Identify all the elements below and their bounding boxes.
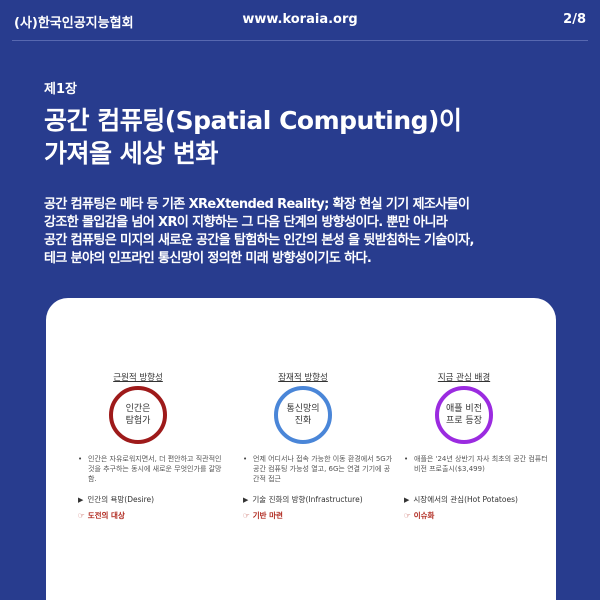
body-line-1: 공간 컴퓨팅은 메타 등 기존 XReXtended Reality; 확장 현… <box>44 197 470 212</box>
pointing-hand-icon: ☞ <box>78 511 85 520</box>
chapter-label: 제1장 <box>44 82 77 97</box>
circle-text-1: 인간은 <box>125 404 151 414</box>
pointing-hand-icon: ☞ <box>404 511 411 520</box>
arrow-text: 인간의 욕망(Desire) <box>87 495 155 504</box>
header-divider <box>12 40 588 41</box>
arrow-label: ▶ 기술 진화의 방향(Infrastructure) <box>243 494 363 505</box>
bullet-text: 인간은 자유로워지면서, 더 편안하고 직관적인 것을 추구하는 동시에 새로운… <box>78 454 228 484</box>
bullet-text: 애플은 '24년 상반기 자사 최초의 공간 컴퓨터 비전 프로출시($3,49… <box>404 454 554 474</box>
circle-badge: 인간은 탐험가 <box>109 386 167 444</box>
result-label: ☞ 도전의 대상 <box>78 510 125 521</box>
body-paragraph: 공간 컴퓨팅은 메타 등 기존 XReXtended Reality; 확장 현… <box>44 196 574 268</box>
body-line-3: 공간 컴퓨팅은 미지의 새로운 공간을 탐험하는 인간의 본성 을 뒷받침하는 … <box>44 233 474 248</box>
result-label: ☞ 이슈화 <box>404 510 434 521</box>
arrow-label: ▶ 시장에서의 관심(Hot Potatoes) <box>404 494 518 505</box>
circle-text-2: 탐험가 <box>125 416 151 426</box>
circle-text-1: 통신망의 <box>286 404 320 414</box>
bullet-text: 언제 어디서나 접속 가능한 이동 환경에서 5G가 공간 컴퓨팅 가능성 열고… <box>243 454 393 484</box>
play-triangle-icon: ▶ <box>404 496 410 504</box>
play-triangle-icon: ▶ <box>78 496 84 504</box>
result-text: 도전의 대상 <box>87 511 125 520</box>
circle-text-2: 진화 <box>294 416 312 426</box>
body-line-4: 테크 분야의 인프라인 통신망이 정의한 미래 방향성이기도 하다. <box>44 251 372 266</box>
play-triangle-icon: ▶ <box>243 496 249 504</box>
body-line-2: 강조한 몰입감을 넘어 XR이 지향하는 그 다음 단계의 방향성이다. 뿐만 … <box>44 215 448 230</box>
diagram-card: 근원적 방향성 인간은 탐험가 인간은 자유로워지면서, 더 편안하고 직관적인… <box>46 298 556 600</box>
circle-badge: 애플 비전 프로 등장 <box>435 386 493 444</box>
header: (사)한국인공지능협회 www.koraia.org 2/8 <box>0 12 600 32</box>
org-name: (사)한국인공지능협회 <box>14 16 134 31</box>
page-indicator: 2/8 <box>563 12 586 27</box>
site-url[interactable]: www.koraia.org <box>242 12 358 27</box>
column-title: 지금 관심 배경 <box>437 373 491 383</box>
page-title: 공간 컴퓨팅(Spatial Computing)이 가져올 세상 변화 <box>44 104 564 170</box>
circle-text-2: 프로 등장 <box>446 416 482 426</box>
circle-text-1: 애플 비전 <box>446 404 482 414</box>
pointing-hand-icon: ☞ <box>243 511 250 520</box>
column-title: 잠재적 방향성 <box>278 373 328 383</box>
arrow-text: 시장에서의 관심(Hot Potatoes) <box>413 495 518 504</box>
title-line-2: 가져올 세상 변화 <box>44 139 218 168</box>
result-text: 이슈화 <box>413 511 435 520</box>
arrow-text: 기술 진화의 방향(Infrastructure) <box>252 495 363 504</box>
circle-badge: 통신망의 진화 <box>274 386 332 444</box>
title-line-1: 공간 컴퓨팅(Spatial Computing)이 <box>44 106 462 135</box>
result-text: 기반 마련 <box>252 511 283 520</box>
arrow-label: ▶ 인간의 욕망(Desire) <box>78 494 154 505</box>
column-title: 근원적 방향성 <box>113 373 163 383</box>
result-label: ☞ 기반 마련 <box>243 510 283 521</box>
